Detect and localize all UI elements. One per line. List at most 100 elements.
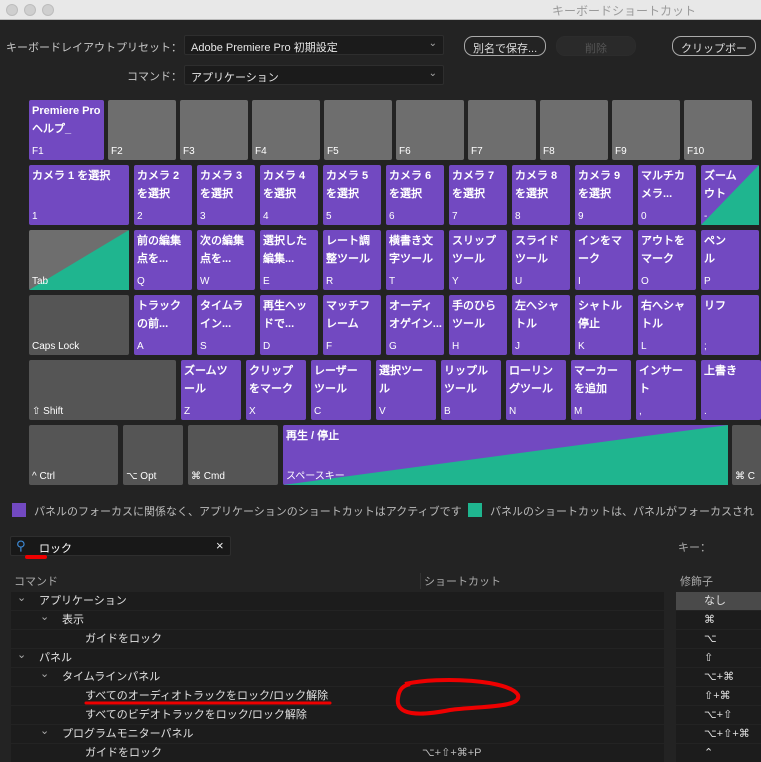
key-c[interactable]: レーザー ツール C	[311, 360, 371, 420]
key-e[interactable]: 選択した 編集... E	[260, 230, 318, 290]
modifier-item[interactable]: ⌘	[676, 611, 761, 629]
key-f3[interactable]: F3	[180, 100, 248, 160]
key-6[interactable]: カメラ 6 を選択 6	[386, 165, 444, 225]
key-,[interactable]: インサー ト,	[636, 360, 696, 420]
key-スペースキー[interactable]: 再生 / 停止 スペースキー	[283, 425, 728, 485]
modifier-item[interactable]: ⇧	[676, 649, 761, 667]
search-input[interactable]: ⚲ ロック ×	[10, 536, 231, 556]
key-name: V	[379, 406, 386, 417]
key-s[interactable]: タイムラ イン... S	[197, 295, 255, 355]
key-⌘-cmd[interactable]: ⌘ Cmd	[188, 425, 278, 485]
key-d[interactable]: 再生ヘッ ドで... D	[260, 295, 318, 355]
key-.[interactable]: 上書き.	[701, 360, 761, 420]
table-row[interactable]: ⌄ パネル	[11, 649, 664, 667]
modifier-item[interactable]: ⌥	[676, 630, 761, 648]
column-header-command[interactable]: コマンド	[14, 576, 58, 588]
modifier-item[interactable]: ⌃	[676, 744, 761, 762]
key-m[interactable]: マーカー を追加 M	[571, 360, 631, 420]
modifier-item[interactable]: ⌥+⇧	[676, 706, 761, 724]
key-f6[interactable]: F6	[396, 100, 464, 160]
zoom-window-button[interactable]	[42, 4, 54, 16]
table-row[interactable]: ⌄ 表示	[11, 611, 664, 629]
key-k[interactable]: シャトル 停止 K	[575, 295, 633, 355]
shortcut-value[interactable]: ⌥+⇧+⌘+P	[422, 747, 482, 759]
panel-shortcut-triangle	[283, 425, 728, 485]
chevron-down-icon[interactable]: ⌄	[17, 649, 27, 661]
key-command-label: 前の編集 点を...	[137, 235, 181, 265]
key--[interactable]: ズーム ウト -	[701, 165, 759, 225]
key-;[interactable]: リフ;	[701, 295, 759, 355]
key-⇧-shift[interactable]: ⇧ Shift	[29, 360, 176, 420]
key-f7[interactable]: F7	[468, 100, 536, 160]
key-9[interactable]: カメラ 9 を選択 9	[575, 165, 633, 225]
key-7[interactable]: カメラ 7 を選択 7	[449, 165, 507, 225]
chevron-down-icon[interactable]: ⌄	[17, 592, 27, 604]
table-row[interactable]: すべてのビデオトラックをロック/ロック解除	[11, 706, 664, 724]
key-1[interactable]: カメラ 1 を選択 1	[29, 165, 129, 225]
key-r[interactable]: レート調 整ツール R	[323, 230, 381, 290]
preset-select[interactable]: Adobe Premiere Pro 初期設定 ⌄	[184, 35, 444, 55]
key-command-label: Premiere Pro ヘルプ_	[32, 105, 101, 135]
table-row[interactable]: ガイドをロック	[11, 630, 664, 648]
minimize-window-button[interactable]	[24, 4, 36, 16]
key-f4[interactable]: F4	[252, 100, 320, 160]
key-2[interactable]: カメラ 2 を選択 2	[134, 165, 192, 225]
key-g[interactable]: オーディ オゲイン... G	[386, 295, 444, 355]
key-f2[interactable]: F2	[108, 100, 176, 160]
key-l[interactable]: 右へシャ トル L	[638, 295, 696, 355]
clipboard-button[interactable]: クリップボー	[672, 36, 756, 56]
column-header-shortcut[interactable]: ショートカット	[420, 573, 501, 589]
key-i[interactable]: インをマ ーク I	[575, 230, 633, 290]
key-t[interactable]: 横書き文 字ツール T	[386, 230, 444, 290]
key-a[interactable]: トラック の前... A	[134, 295, 192, 355]
legend-app: パネルのフォーカスに関係なく、アプリケーションのショートカットはアクティブです	[12, 503, 464, 519]
key-⌘-c[interactable]: ⌘ C	[732, 425, 761, 485]
key-v[interactable]: 選択ツー ル V	[376, 360, 436, 420]
key-o[interactable]: アウトを マーク O	[638, 230, 696, 290]
key-j[interactable]: 左へシャ トル J	[512, 295, 570, 355]
key-b[interactable]: リップル ツール B	[441, 360, 501, 420]
key-⌥-opt[interactable]: ⌥ Opt	[123, 425, 183, 485]
chevron-down-icon[interactable]: ⌄	[40, 611, 50, 623]
key-h[interactable]: 手のひら ツール H	[449, 295, 507, 355]
key-tab[interactable]: Tab	[29, 230, 129, 290]
key-z[interactable]: ズームツ ール Z	[181, 360, 241, 420]
key-^-ctrl[interactable]: ^ Ctrl	[29, 425, 118, 485]
key-f10[interactable]: F10	[684, 100, 752, 160]
key-0[interactable]: マルチカ メラ... 0	[638, 165, 696, 225]
delete-button[interactable]: 削除	[556, 36, 636, 56]
key-f1[interactable]: Premiere Pro ヘルプ_ F1	[29, 100, 104, 160]
key-f8[interactable]: F8	[540, 100, 608, 160]
modifier-item[interactable]: ⌥+⇧+⌘	[676, 725, 761, 743]
key-n[interactable]: ローリン グツール N	[506, 360, 566, 420]
key-x[interactable]: クリップ をマーク X	[246, 360, 306, 420]
close-window-button[interactable]	[6, 4, 18, 16]
chevron-down-icon[interactable]: ⌄	[40, 725, 50, 737]
save-as-button[interactable]: 別名で保存...	[464, 36, 547, 56]
modifier-item[interactable]: なし	[676, 592, 761, 610]
clear-search-icon[interactable]: ×	[216, 538, 224, 553]
key-w[interactable]: 次の編集 点を... W	[197, 230, 255, 290]
chevron-down-icon[interactable]: ⌄	[40, 668, 50, 680]
modifier-item[interactable]: ⌥+⌘	[676, 668, 761, 686]
table-row[interactable]: ⌄ タイムラインパネル	[11, 668, 664, 686]
key-4[interactable]: カメラ 4 を選択 4	[260, 165, 318, 225]
key-u[interactable]: スライド ツール U	[512, 230, 570, 290]
table-row[interactable]: ⌄ アプリケーション	[11, 592, 664, 610]
table-row[interactable]: ⌄ プログラムモニターパネル	[11, 725, 664, 743]
key-caps-lock[interactable]: Caps Lock	[29, 295, 129, 355]
table-row[interactable]: すべてのオーディオトラックをロック/ロック解除	[11, 687, 664, 705]
key-q[interactable]: 前の編集 点を... Q	[134, 230, 192, 290]
table-row[interactable]: ガイドをロック ⌥+⇧+⌘+P	[11, 744, 664, 762]
key-y[interactable]: スリップ ツール Y	[449, 230, 507, 290]
key-p[interactable]: ペン ル P	[701, 230, 759, 290]
key-name: 1	[32, 211, 38, 222]
modifier-item[interactable]: ⇧+⌘	[676, 687, 761, 705]
key-f9[interactable]: F9	[612, 100, 680, 160]
key-3[interactable]: カメラ 3 を選択 3	[197, 165, 255, 225]
command-select[interactable]: アプリケーション ⌄	[184, 65, 444, 85]
key-5[interactable]: カメラ 5 を選択 5	[323, 165, 381, 225]
key-f[interactable]: マッチフ レーム F	[323, 295, 381, 355]
key-f5[interactable]: F5	[324, 100, 392, 160]
key-8[interactable]: カメラ 8 を選択 8	[512, 165, 570, 225]
